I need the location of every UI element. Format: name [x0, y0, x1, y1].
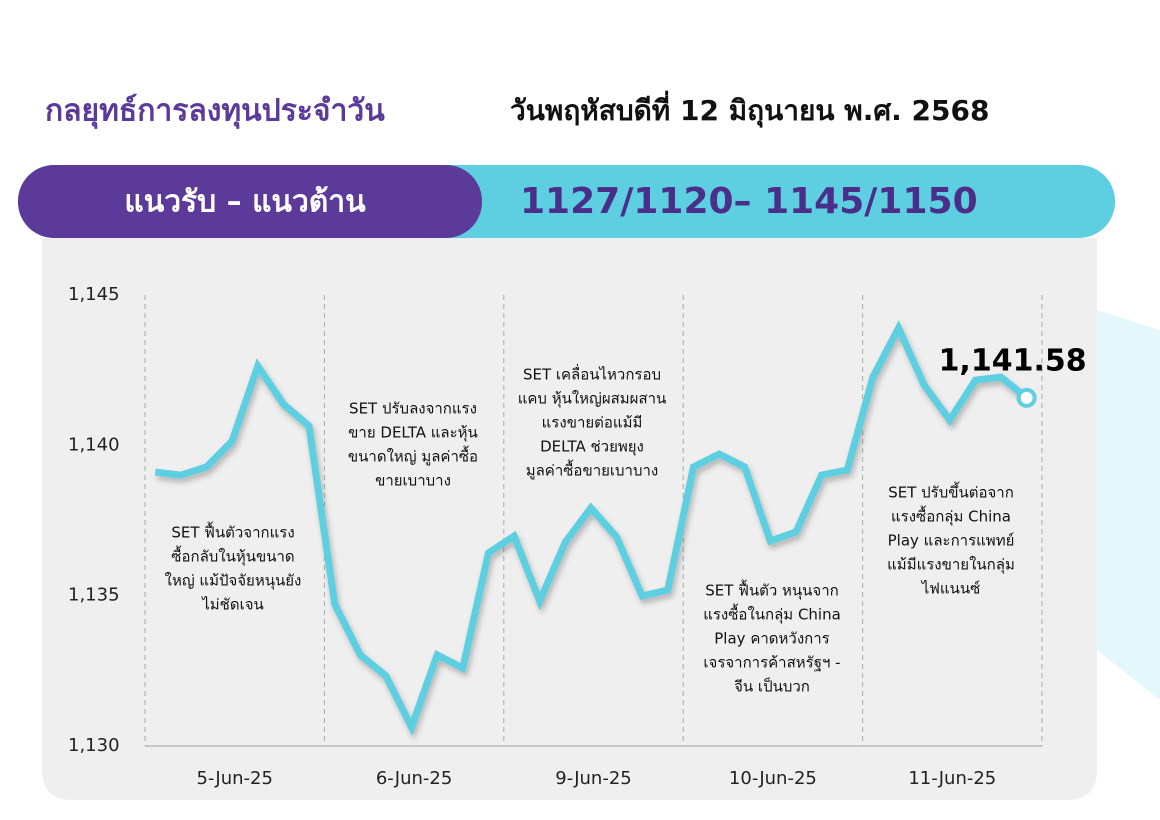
x-tick-label: 6-Jun-25: [376, 768, 452, 789]
title: กลยุทธ์การลงทุนประจำวัน: [45, 94, 385, 130]
y-tick-label: 1,135: [68, 585, 120, 606]
chart-panel: [42, 238, 1097, 800]
x-tick-label: 10-Jun-25: [729, 768, 817, 789]
annotation: ขายเบาบาง: [375, 472, 451, 490]
banner-value: 1127/1120– 1145/1150: [520, 181, 978, 222]
annotation: มูลค่าซื้อขายเบาบาง: [526, 460, 659, 480]
last-point: [1016, 387, 1037, 408]
annotation: SET ฟื้นตัวจากแรง: [171, 522, 294, 542]
banner-label: แนวรับ – แนวต้าน: [124, 185, 366, 220]
date: วันพฤหัสบดีที่ 12 มิถุนายน พ.ศ. 2568: [510, 90, 989, 128]
annotation: แรงขายต่อแม้มี: [542, 414, 643, 432]
annotation: เจรจาการค้าสหรัฐฯ -: [703, 654, 840, 672]
annotation: แรงซื้อในกลุ่ม China: [703, 604, 841, 625]
annotation: แรงซื้อกลุ่ม China: [891, 506, 1011, 527]
x-tick-label: 5-Jun-25: [196, 768, 272, 789]
x-tick-label: 9-Jun-25: [555, 768, 631, 789]
value-label: 1,141.58: [939, 343, 1087, 378]
annotation: SET เคลื่อนไหวกรอบ: [523, 364, 661, 384]
y-tick-label: 1,130: [68, 735, 120, 756]
annotation: ขนาดใหญ่ มูลค่าซื้อ: [348, 446, 478, 466]
x-tick-label: 11-Jun-25: [908, 768, 996, 789]
annotation: SET ฟื้นตัว หนุนจาก: [705, 580, 838, 601]
annotation: DELTA ช่วยพยุง: [540, 438, 644, 457]
banner-label-bg: [18, 165, 482, 238]
decoration: [1097, 310, 1160, 700]
y-tick-label: 1,140: [68, 434, 120, 455]
annotation: แคบ หุ้นใหญ่ผสมผสาน: [518, 390, 667, 409]
annotation: SET ปรับขึ้นต่อจาก: [888, 482, 1014, 502]
annotation: ซื้อกลับในหุ้นขนาด: [171, 546, 294, 567]
annotation: ใหญ่ แม้ปัจจัยหนุนยัง: [165, 572, 302, 591]
annotation: ไฟแนนซ์: [921, 580, 981, 598]
annotation: SET ปรับลงจากแรง: [349, 400, 477, 418]
y-tick-label: 1,145: [68, 284, 120, 305]
annotation: แม้มีแรงขายในกลุ่ม: [887, 556, 1015, 575]
line: [154, 320, 1029, 737]
annotation: ขาย DELTA และหุ้น: [348, 424, 478, 443]
annotation: ไม่ชัดเจน: [201, 596, 264, 614]
annotation: จีน เป็นบวก: [734, 677, 810, 696]
annotation: Play และการแพทย์: [888, 532, 1015, 550]
annotation: Play คาดหวังการ: [714, 630, 829, 648]
